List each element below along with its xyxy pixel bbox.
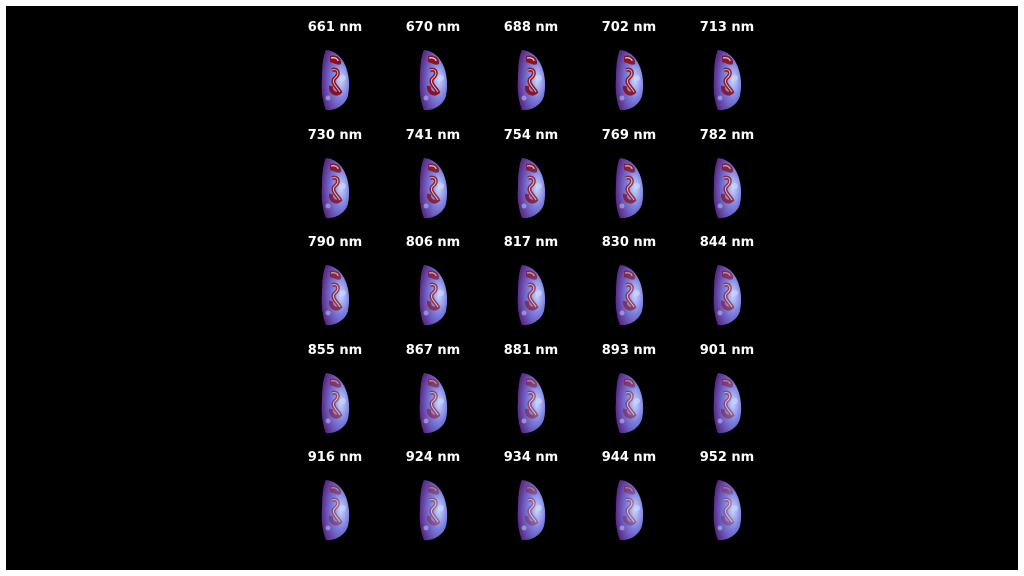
planet-disk-image — [316, 478, 352, 542]
panel: 713 nm — [694, 20, 792, 128]
panel: 782 nm — [694, 128, 792, 236]
panel: 670 nm — [400, 20, 498, 128]
panel-wavelength-label: 830 nm — [601, 235, 657, 250]
panel-wavelength-label: 924 nm — [405, 450, 461, 465]
panel: 688 nm — [498, 20, 596, 128]
planet-disk-image — [708, 478, 744, 542]
panel: 867 nm — [400, 343, 498, 451]
panel-wavelength-label: 944 nm — [601, 450, 657, 465]
planet-disk-image — [414, 156, 450, 220]
planet-disk-image — [414, 478, 450, 542]
panel-wavelength-label: 730 nm — [307, 127, 363, 143]
panel: 817 nm — [498, 235, 596, 343]
panel: 769 nm — [596, 128, 694, 236]
panel-wavelength-label: 713 nm — [699, 20, 755, 35]
panel-wavelength-label: 934 nm — [503, 450, 559, 465]
panel: 830 nm — [596, 235, 694, 343]
panel-grid: 661 nm 670 nm 688 nm 702 nm 713 nm 730 nm 741 … — [302, 20, 792, 560]
panel: 844 nm — [694, 235, 792, 343]
panel: 924 nm — [400, 450, 498, 558]
panel-wavelength-label: 817 nm — [503, 235, 559, 250]
panel-wavelength-label: 916 nm — [307, 450, 363, 465]
planet-disk-image — [610, 478, 646, 542]
planet-disk-image — [316, 48, 352, 112]
planet-disk-image — [708, 371, 744, 435]
panel-wavelength-label: 769 nm — [601, 127, 657, 143]
panel: 741 nm — [400, 128, 498, 236]
planet-disk-image — [316, 156, 352, 220]
panel-wavelength-label: 754 nm — [503, 127, 559, 143]
planet-disk-image — [512, 48, 548, 112]
planet-disk-image — [708, 156, 744, 220]
panel-wavelength-label: 881 nm — [503, 342, 559, 358]
panel: 806 nm — [400, 235, 498, 343]
panel-wavelength-label: 741 nm — [405, 127, 461, 143]
panel-wavelength-label: 893 nm — [601, 342, 657, 358]
panel: 661 nm — [302, 20, 400, 128]
planet-disk-image — [512, 156, 548, 220]
panel: 754 nm — [498, 128, 596, 236]
panel-wavelength-label: 782 nm — [699, 127, 755, 143]
panel: 901 nm — [694, 343, 792, 451]
panel: 881 nm — [498, 343, 596, 451]
planet-disk-image — [316, 263, 352, 327]
panel-wavelength-label: 670 nm — [405, 20, 461, 35]
panel: 944 nm — [596, 450, 694, 558]
planet-disk-image — [414, 371, 450, 435]
panel: 952 nm — [694, 450, 792, 558]
planet-disk-image — [610, 371, 646, 435]
panel: 893 nm — [596, 343, 694, 451]
planet-disk-image — [708, 263, 744, 327]
panel: 730 nm — [302, 128, 400, 236]
planet-disk-image — [610, 263, 646, 327]
planet-disk-image — [414, 48, 450, 112]
panel-wavelength-label: 661 nm — [307, 20, 363, 35]
panel-wavelength-label: 867 nm — [405, 342, 461, 358]
image-frame: 661 nm 670 nm 688 nm 702 nm 713 nm 730 nm 741 … — [6, 6, 1018, 570]
panel-wavelength-label: 790 nm — [307, 235, 363, 250]
planet-disk-image — [512, 263, 548, 327]
panel: 790 nm — [302, 235, 400, 343]
panel: 916 nm — [302, 450, 400, 558]
planet-disk-image — [610, 156, 646, 220]
panel: 934 nm — [498, 450, 596, 558]
panel-wavelength-label: 855 nm — [307, 342, 363, 358]
planet-disk-image — [316, 371, 352, 435]
panel: 855 nm — [302, 343, 400, 451]
panel-wavelength-label: 952 nm — [699, 450, 755, 465]
planet-disk-image — [414, 263, 450, 327]
panel: 702 nm — [596, 20, 694, 128]
panel-wavelength-label: 901 nm — [699, 342, 755, 358]
planet-disk-image — [708, 48, 744, 112]
panel-wavelength-label: 844 nm — [699, 235, 755, 250]
panel-wavelength-label: 702 nm — [601, 20, 657, 35]
panel-wavelength-label: 806 nm — [405, 235, 461, 250]
planet-disk-image — [512, 478, 548, 542]
panel-wavelength-label: 688 nm — [503, 20, 559, 35]
planet-disk-image — [610, 48, 646, 112]
planet-disk-image — [512, 371, 548, 435]
